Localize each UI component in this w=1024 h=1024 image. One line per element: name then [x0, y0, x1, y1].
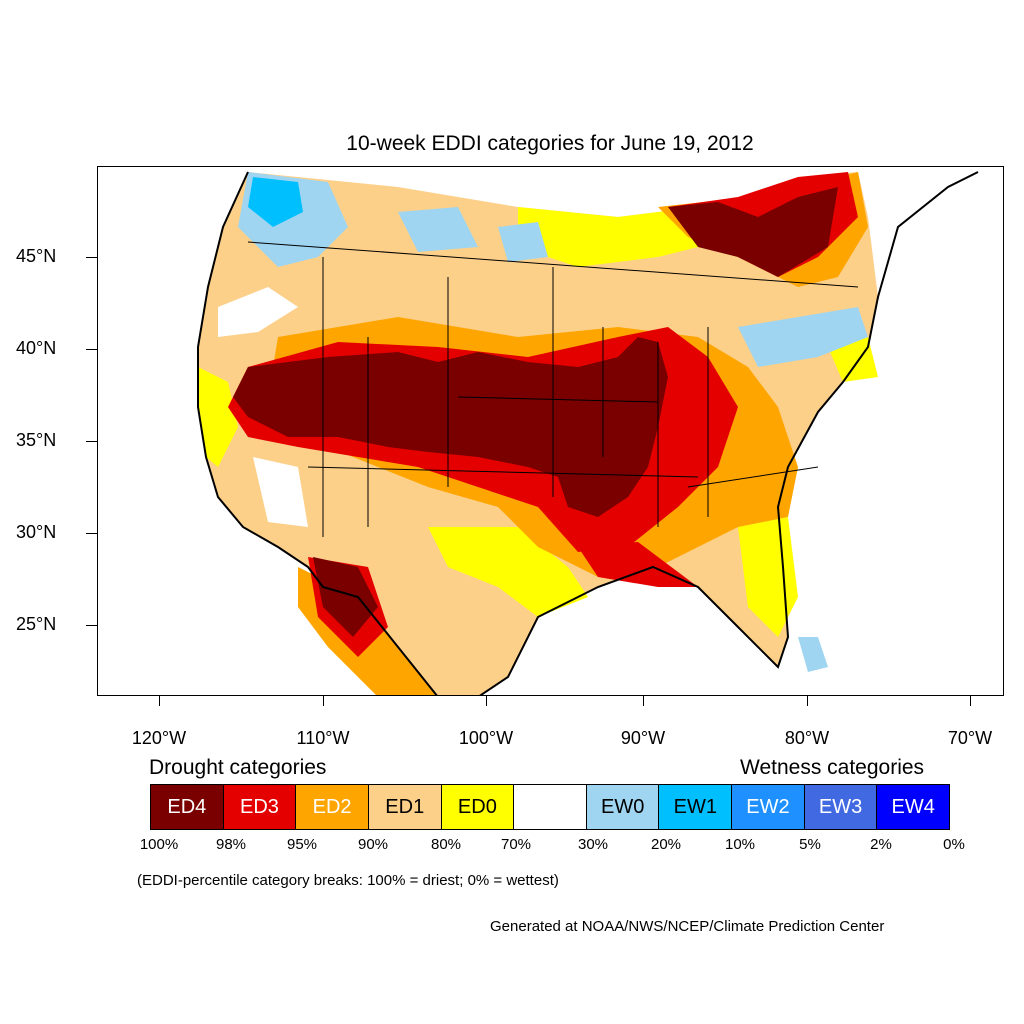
- lon-tick-70: [970, 696, 971, 706]
- lat-label-25: 25°N: [16, 614, 57, 634]
- pct-break-90: 90%: [357, 836, 389, 853]
- map-title: 10-week EDDI categories for June 19, 201…: [346, 132, 754, 155]
- ew-region-florida: [798, 637, 828, 672]
- ed4-region-northeast: [668, 187, 838, 277]
- pct-break-2: 2%: [870, 836, 892, 853]
- pct-break-0: 0%: [943, 836, 965, 853]
- lat-tick-35: [86, 441, 97, 442]
- lat-label-40: 40°N: [16, 338, 57, 358]
- pct-break-95: 95%: [286, 836, 318, 853]
- legend-box-ed3: ED3: [223, 785, 297, 829]
- pct-break-30: 30%: [577, 836, 609, 853]
- ed0-region-south: [428, 527, 588, 617]
- legend-label-ew3: EW3: [818, 795, 863, 818]
- pct-break-100: 100%: [139, 836, 179, 853]
- legend-box-ew3: EW3: [804, 785, 878, 829]
- lat-tick-40: [86, 349, 97, 350]
- legend-label-ew0: EW0: [600, 795, 645, 818]
- pct-break-5: 5%: [799, 836, 821, 853]
- white-region-northwest: [218, 287, 298, 337]
- lon-tick-90: [643, 696, 644, 706]
- legend-label-ed4: ED4: [167, 795, 207, 818]
- legend-box-normal: [514, 785, 587, 829]
- conus-map-graphic: [197, 171, 979, 695]
- legend-label-ed3: ED3: [240, 795, 279, 818]
- legend-box-ew4: EW4: [877, 785, 950, 829]
- lon-tick-120: [159, 696, 160, 706]
- legend-box-ew2: EW2: [732, 785, 805, 829]
- category-legend: ED4 ED3 ED2 ED1 ED0 EW0 EW1 EW2 EW3 EW4: [150, 784, 950, 830]
- ew-region-north-2: [498, 222, 548, 262]
- lat-tick-25: [86, 625, 97, 626]
- white-region-southwest: [253, 457, 308, 527]
- legend-label-ew2: EW2: [746, 795, 790, 818]
- eddi-map: [97, 166, 1004, 696]
- lon-tick-80: [807, 696, 808, 706]
- legend-label-ed0: ED0: [457, 795, 497, 818]
- lon-label-100: 100°W: [458, 728, 514, 748]
- ew-region-newengland: [738, 307, 868, 367]
- lon-label-70: 70°W: [947, 728, 993, 748]
- lon-label-120: 120°W: [131, 728, 187, 748]
- ed4-region: [233, 337, 668, 517]
- pct-break-20: 20%: [650, 836, 682, 853]
- legend-box-ed2: ED2: [296, 785, 369, 829]
- legend-box-ed0: ED0: [441, 785, 515, 829]
- ed3-region-gulf: [578, 542, 698, 587]
- coast-outline-east: [479, 171, 979, 695]
- coast-outline: [197, 171, 438, 695]
- drought-categories-heading: Drought categories: [149, 756, 327, 779]
- credit-line: Generated at NOAA/NWS/NCEP/Climate Predi…: [490, 918, 885, 935]
- legend-label-ew4: EW4: [891, 795, 935, 818]
- lon-tick-110: [323, 696, 324, 706]
- lon-tick-100: [486, 696, 487, 706]
- ed0-region-west: [198, 367, 238, 467]
- ed0-region-northeast: [828, 337, 878, 382]
- legend-box-ew1: EW1: [659, 785, 733, 829]
- state-boundaries: [247, 241, 859, 537]
- lon-label-90: 90°W: [620, 728, 666, 748]
- pct-break-70: 70%: [500, 836, 532, 853]
- ed4-region-mexico: [313, 557, 378, 637]
- ew-region-northwest-2: [248, 177, 303, 227]
- lat-label-35: 35°N: [16, 430, 57, 450]
- legend-box-ed4: ED4: [151, 785, 224, 829]
- category-breaks-note: (EDDI-percentile category breaks: 100% =…: [137, 872, 559, 889]
- pct-break-98: 98%: [215, 836, 247, 853]
- legend-box-ed1: ED1: [368, 785, 442, 829]
- lon-label-110: 110°W: [296, 728, 350, 748]
- pct-break-10: 10%: [724, 836, 756, 853]
- wetness-categories-heading: Wetness categories: [740, 756, 925, 779]
- pct-break-80: 80%: [430, 836, 462, 853]
- ed0-region-southeast: [738, 517, 798, 637]
- lat-label-30: 30°N: [16, 522, 57, 542]
- lat-tick-30: [86, 533, 97, 534]
- lat-tick-45: [86, 257, 97, 258]
- legend-label-ew1: EW1: [673, 795, 717, 818]
- ew-region-north: [398, 207, 478, 252]
- legend-box-ew0: EW0: [586, 785, 660, 829]
- lat-label-45: 45°N: [16, 246, 57, 266]
- legend-label-ed1: ED1: [385, 795, 425, 818]
- lon-label-80: 80°W: [784, 728, 830, 748]
- legend-label-ed2: ED2: [312, 795, 352, 818]
